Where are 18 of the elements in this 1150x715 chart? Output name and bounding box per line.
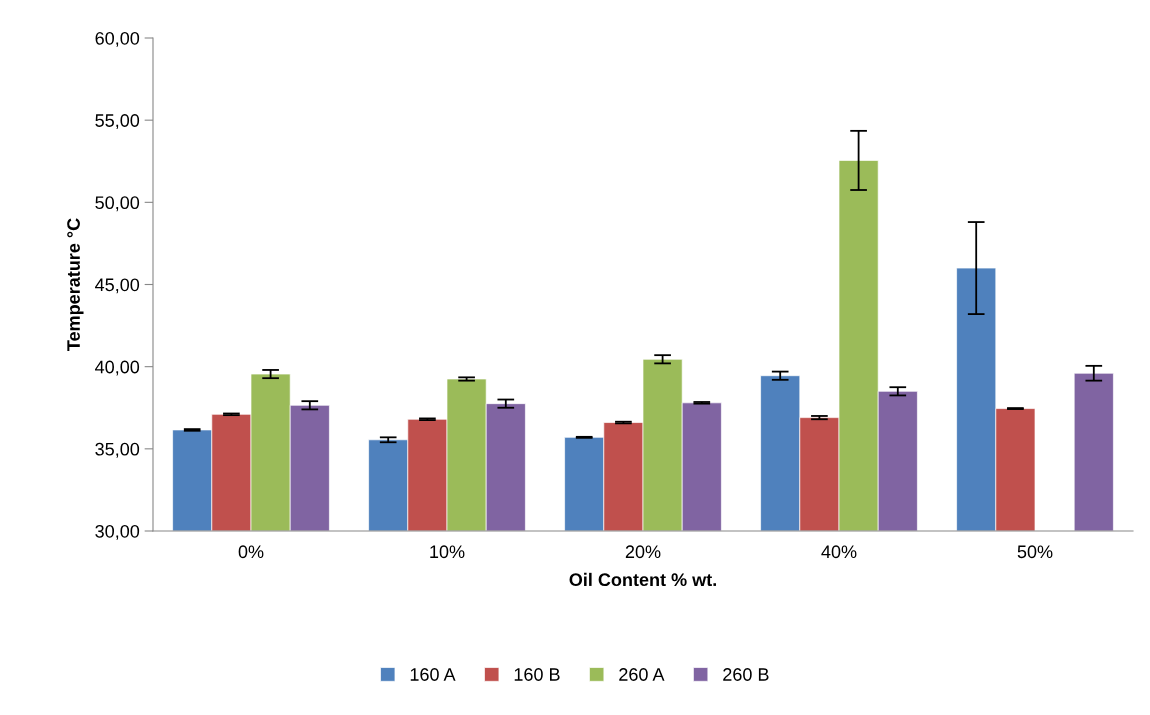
legend-label: 260 A	[619, 668, 665, 681]
y-tick-label: 50,00	[95, 196, 140, 212]
x-tick-label: 0%	[238, 545, 264, 559]
y-tick-label: 30,00	[95, 524, 140, 540]
x-tick-label: 20%	[625, 545, 661, 559]
y-axis-title: Temperature °C	[67, 218, 84, 351]
x-tick-label: 50%	[1017, 545, 1053, 559]
y-tick-label: 45,00	[95, 278, 140, 294]
legend-label: 160 A	[410, 668, 456, 681]
legend-label: 160 B	[514, 668, 560, 681]
y-tick-label: 60,00	[95, 31, 140, 47]
legend-label: 260 B	[723, 668, 769, 681]
x-tick-label: 40%	[821, 545, 857, 559]
y-tick-label: 40,00	[95, 360, 140, 376]
y-tick-label: 55,00	[95, 114, 140, 130]
x-axis-title: Oil Content % wt.	[569, 572, 716, 587]
x-tick-label: 10%	[430, 545, 465, 559]
y-tick-label: 35,00	[95, 442, 140, 458]
